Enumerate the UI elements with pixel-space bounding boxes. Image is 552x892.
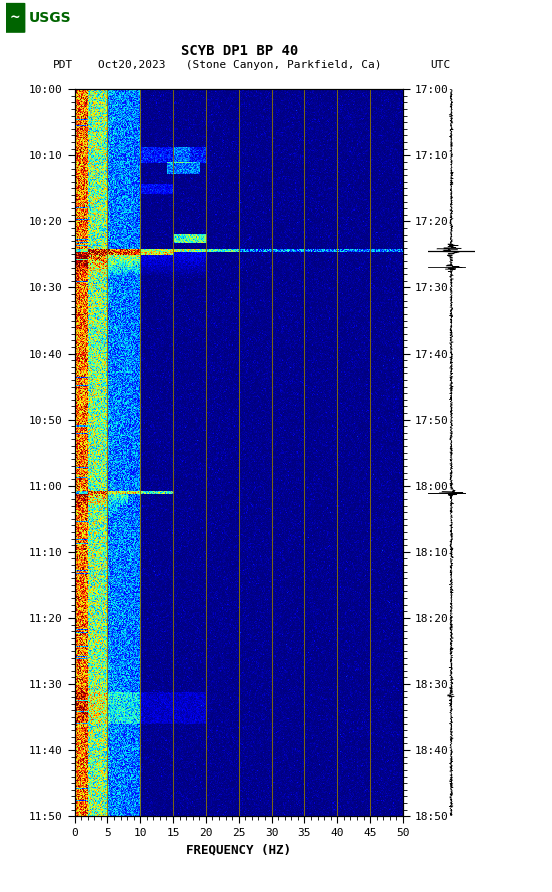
X-axis label: FREQUENCY (HZ): FREQUENCY (HZ) <box>186 844 291 856</box>
Text: Oct20,2023   (Stone Canyon, Parkfield, Ca): Oct20,2023 (Stone Canyon, Parkfield, Ca) <box>98 60 382 70</box>
FancyBboxPatch shape <box>4 3 25 33</box>
Text: USGS: USGS <box>29 11 71 25</box>
Text: PDT: PDT <box>52 60 73 70</box>
Text: UTC: UTC <box>431 60 451 70</box>
Text: SCYB DP1 BP 40: SCYB DP1 BP 40 <box>182 44 299 58</box>
Text: ~: ~ <box>9 12 20 24</box>
